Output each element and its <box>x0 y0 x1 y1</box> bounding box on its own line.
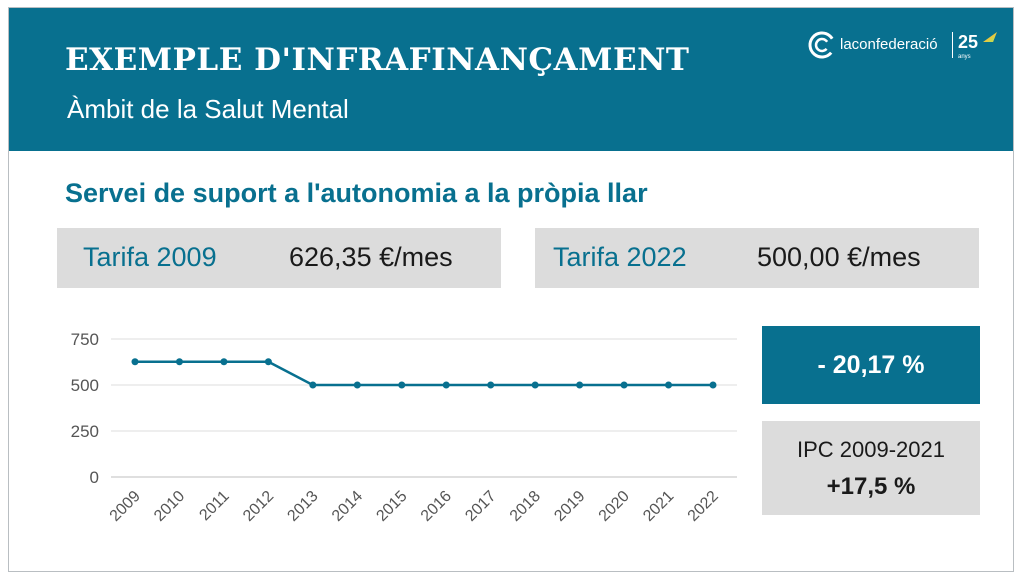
tariff-2009-label: Tarifa 2009 <box>83 242 217 272</box>
ipc-value: +17,5 % <box>826 473 916 500</box>
data-point-2012 <box>264 358 272 366</box>
x-tick-label-2014: 2014 <box>329 488 366 525</box>
header-banner: EXEMPLE D'INFRAFINANÇAMENT Àmbit de la S… <box>9 8 1013 151</box>
x-tick-label-2010: 2010 <box>151 488 188 525</box>
y-tick-label-500: 500 <box>71 376 99 395</box>
tariff-2022-label: Tarifa 2022 <box>553 242 687 272</box>
infographic-card: EXEMPLE D'INFRAFINANÇAMENT Àmbit de la S… <box>8 7 1014 572</box>
page-subtitle: Àmbit de la Salut Mental <box>67 94 349 124</box>
logo-years-caption: anys <box>958 54 971 60</box>
series-line-0 <box>135 360 713 387</box>
x-tick-label-2017: 2017 <box>462 488 499 525</box>
x-tick-label-2015: 2015 <box>373 488 410 525</box>
y-tick-label-250: 250 <box>71 422 99 441</box>
data-point-2016 <box>442 381 450 389</box>
page-title: EXEMPLE D'INFRAFINANÇAMENT <box>65 42 690 78</box>
x-tick-label-2016: 2016 <box>418 488 455 525</box>
y-tick-label-0: 0 <box>90 468 99 487</box>
data-point-2010 <box>175 358 183 366</box>
data-point-2014 <box>353 381 361 389</box>
change-percentage: - 20,17 % <box>817 350 925 379</box>
data-point-2015 <box>398 381 406 389</box>
tariff-2009-box: Tarifa 2009 626,35 €/mes <box>57 228 501 288</box>
x-tick-label-2012: 2012 <box>240 488 277 525</box>
x-tick-label-2011: 2011 <box>196 488 232 524</box>
confederacio-logo: laconfederació 25 anys <box>807 30 1007 60</box>
service-title: Servei de suport a l'autonomia a la pròp… <box>65 178 648 208</box>
data-point-2020 <box>620 381 628 389</box>
ipc-box: IPC 2009-2021 +17,5 % <box>762 421 980 515</box>
data-point-2017 <box>487 381 495 389</box>
data-point-2021 <box>665 381 673 389</box>
x-tick-label-2020: 2020 <box>596 488 633 525</box>
logo-divider <box>952 32 953 58</box>
data-point-2013 <box>309 381 317 389</box>
tariff-2022-value: 500,00 €/mes <box>757 242 921 272</box>
ipc-label: IPC 2009-2021 <box>797 437 945 462</box>
x-tick-label-2018: 2018 <box>507 488 544 525</box>
logo-name: laconfederació <box>840 36 938 53</box>
x-tick-label-2021: 2021 <box>640 488 677 525</box>
data-point-2011 <box>220 358 228 366</box>
x-tick-label-2013: 2013 <box>284 488 321 525</box>
data-point-2009 <box>131 358 139 366</box>
data-point-2022 <box>709 381 717 389</box>
x-tick-label-2019: 2019 <box>551 488 588 525</box>
data-point-2019 <box>576 381 584 389</box>
sparkle-icon <box>983 32 997 42</box>
confederacio-logo-icon <box>808 31 836 59</box>
data-point-2018 <box>531 381 539 389</box>
change-percentage-box: - 20,17 % <box>762 326 980 404</box>
y-tick-label-750: 750 <box>71 330 99 349</box>
x-tick-label-2009: 2009 <box>107 488 144 525</box>
tariff-2009-value: 626,35 €/mes <box>289 242 453 272</box>
logo-years: 25 <box>958 32 979 52</box>
tariff-2022-box: Tarifa 2022 500,00 €/mes <box>535 228 979 288</box>
x-tick-label-2022: 2022 <box>685 488 722 525</box>
